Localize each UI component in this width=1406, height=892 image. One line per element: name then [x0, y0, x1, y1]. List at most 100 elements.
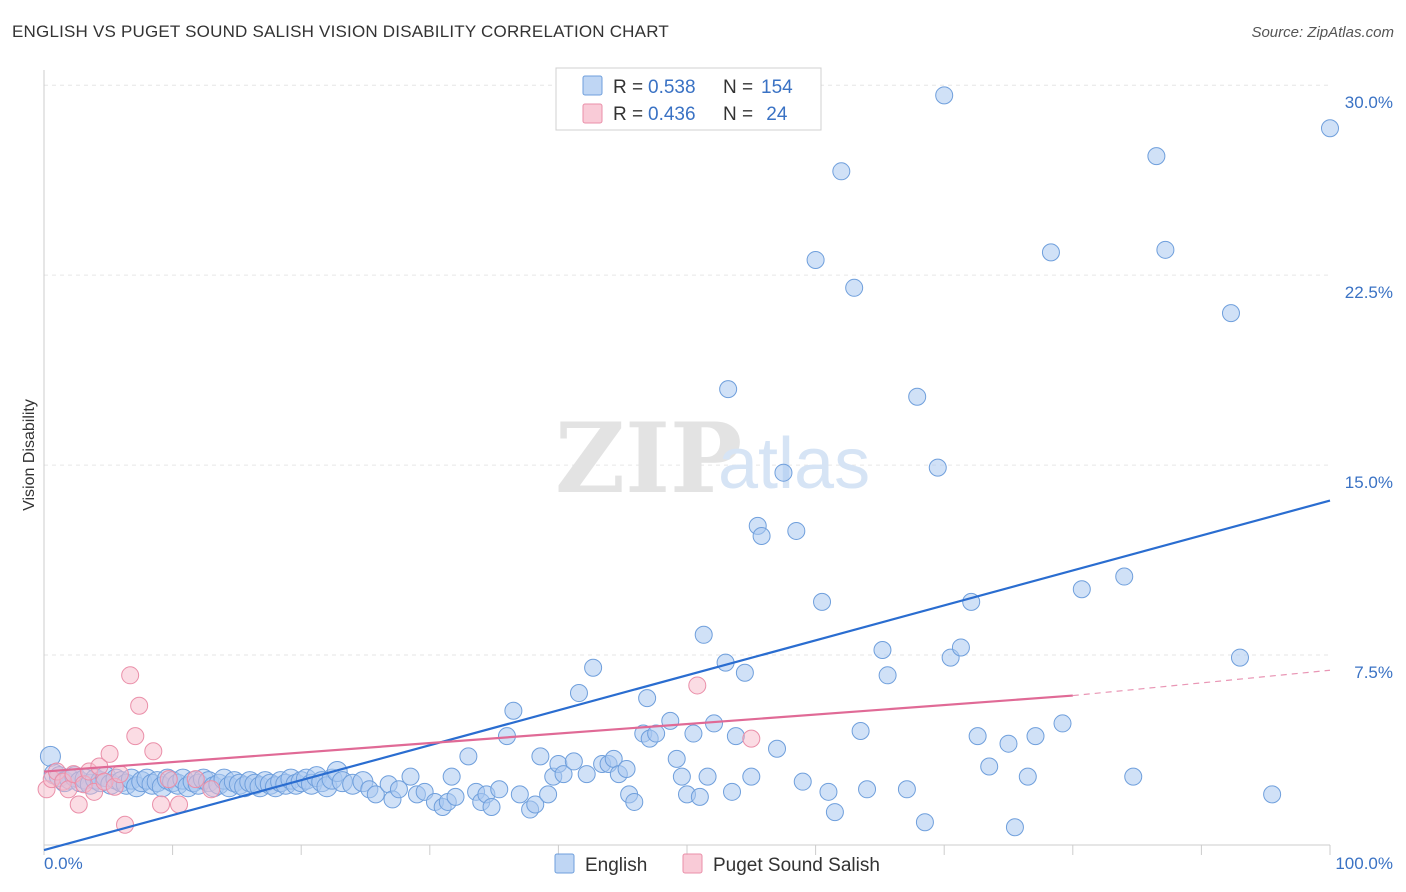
english-point-91	[577, 765, 596, 784]
salish-point-16	[121, 666, 140, 685]
salish-point-18	[130, 696, 149, 715]
english-point-144	[999, 734, 1018, 753]
english-point-118	[742, 767, 761, 786]
legend-english-label: English	[585, 855, 647, 876]
x-tick-labels: 0.0% 100.0%	[44, 854, 1393, 873]
series-legend: English Puget Sound Salish	[554, 853, 880, 876]
english-point-152	[1124, 767, 1143, 786]
salish-point-19	[144, 742, 163, 761]
english-point-78	[490, 780, 509, 799]
english-point-101	[638, 689, 657, 708]
salish-point-23	[186, 770, 205, 789]
english-point-148	[1041, 243, 1060, 262]
english-point-150	[1072, 580, 1091, 599]
x-tick-label-1: 100.0%	[1335, 854, 1393, 873]
english-point-115	[723, 782, 742, 801]
english-point-71	[442, 767, 461, 786]
english-point-97	[617, 760, 636, 779]
trend-lines	[43, 499, 1331, 852]
english-point-65	[401, 767, 420, 786]
english-point-124	[793, 772, 812, 791]
english-point-85	[539, 785, 558, 804]
english-point-151	[1115, 567, 1134, 586]
salish-point-20	[152, 795, 171, 814]
english-point-88	[554, 765, 573, 784]
salish-n-value: 24	[761, 104, 788, 125]
chart-title: ENGLISH VS PUGET SOUND SALISH VISION DIS…	[12, 22, 669, 41]
salish-trend-extension	[1072, 669, 1331, 697]
english-trend-line	[43, 499, 1331, 852]
english-point-122	[774, 463, 793, 482]
english-point-130	[845, 278, 864, 297]
salish-point-4	[59, 780, 78, 799]
english-point-92	[584, 658, 603, 677]
legend-salish-label: Puget Sound Salish	[713, 855, 880, 876]
english-point-73	[459, 747, 478, 766]
english-point-136	[908, 387, 927, 406]
english-point-145	[1005, 818, 1024, 837]
legend-english-swatch	[554, 853, 575, 874]
english-point-129	[832, 162, 851, 181]
axes	[43, 70, 1331, 855]
english-point-155	[1221, 304, 1240, 323]
salish-point-24	[202, 780, 221, 799]
english-point-140	[951, 638, 970, 657]
english-point-104	[661, 711, 680, 730]
english-point-110	[694, 625, 713, 644]
english-point-158	[1321, 119, 1339, 138]
grid-lines	[44, 84, 1330, 656]
english-point-156	[1230, 648, 1249, 667]
english-point-64	[389, 780, 408, 799]
stats-legend: R = 0.538 N = 154 R = 0.436 N = 24	[555, 67, 822, 131]
salish-point-17	[126, 727, 145, 746]
english-swatch	[582, 75, 603, 96]
watermark-atlas: atlas	[718, 424, 870, 504]
english-point-147	[1026, 727, 1045, 746]
y-tick-label-2: 22.5%	[1345, 283, 1393, 302]
salish-trend-line	[43, 694, 1073, 773]
y-axis-title: Vision Disability	[21, 399, 38, 511]
salish-point-21	[159, 770, 178, 789]
english-point-103	[647, 724, 666, 743]
english-r-value: 0.538	[648, 77, 696, 98]
english-point-149	[1053, 714, 1072, 733]
y-tick-label-0: 7.5%	[1354, 663, 1393, 682]
x-tick-label-0: 0.0%	[44, 854, 83, 873]
legend-salish-swatch	[682, 853, 703, 874]
english-point-143	[980, 757, 999, 776]
english-point-128	[825, 803, 844, 822]
source-label: Source: ZipAtlas.com	[1251, 24, 1394, 41]
english-point-80	[504, 701, 523, 720]
english-point-131	[851, 722, 870, 741]
english-point-120	[752, 527, 771, 546]
english-point-153	[1147, 147, 1166, 166]
english-point-84	[531, 747, 550, 766]
english-point-109	[690, 787, 709, 806]
english-n-label: N =	[723, 77, 753, 98]
salish-r-value: 0.436	[648, 104, 696, 125]
salish-point-6	[69, 795, 88, 814]
english-point-83	[526, 795, 545, 814]
english-point-61	[366, 785, 385, 804]
salish-n-label: N =	[723, 104, 753, 125]
english-point-135	[897, 780, 916, 799]
english-points	[39, 86, 1339, 837]
english-point-81	[510, 785, 529, 804]
english-point-137	[915, 813, 934, 832]
english-point-77	[482, 798, 501, 817]
salish-point-12	[100, 744, 119, 763]
english-point-121	[768, 739, 787, 758]
english-point-117	[735, 663, 754, 682]
salish-points	[37, 666, 761, 834]
english-point-99	[625, 792, 644, 811]
english-point-90	[569, 684, 588, 703]
english-point-106	[672, 767, 691, 786]
salish-r-label: R =	[613, 104, 643, 125]
english-point-157	[1263, 785, 1282, 804]
english-point-72	[446, 787, 465, 806]
salish-point-22	[170, 795, 189, 814]
english-point-138	[928, 458, 947, 477]
english-point-126	[813, 592, 832, 611]
english-point-159	[935, 86, 954, 105]
english-point-127	[819, 782, 838, 801]
